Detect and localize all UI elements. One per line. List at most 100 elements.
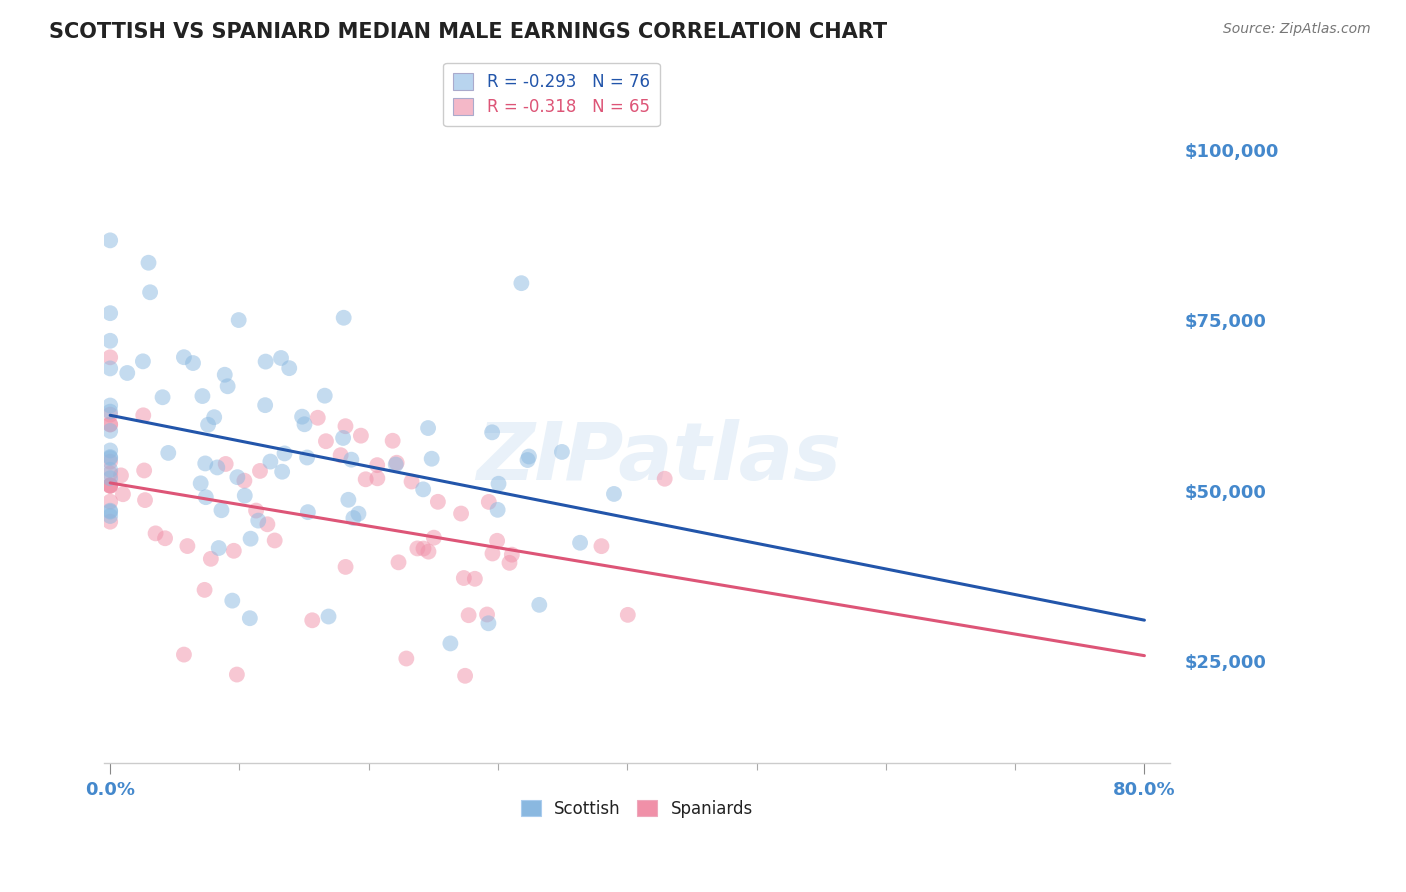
Point: [475, 607, 498, 622]
Point: [294, 417, 316, 432]
Point: [200, 551, 222, 566]
Point: [412, 541, 434, 556]
Point: [239, 611, 262, 625]
Point: [239, 532, 262, 546]
Point: [98, 443, 121, 458]
Y-axis label: Median Male Earnings: Median Male Earnings: [0, 332, 7, 500]
Point: [381, 434, 404, 448]
Point: [256, 517, 278, 532]
Point: [329, 448, 352, 462]
Point: [207, 460, 229, 475]
Point: [387, 555, 409, 569]
Text: ZIPatlas: ZIPatlas: [475, 418, 841, 497]
Point: [191, 389, 214, 403]
Point: [271, 465, 294, 479]
Point: [569, 535, 592, 549]
Point: [314, 389, 336, 403]
Point: [233, 489, 256, 503]
Point: [98, 306, 121, 320]
Point: [420, 451, 443, 466]
Point: [603, 487, 626, 501]
Point: [617, 607, 640, 622]
Point: [406, 541, 429, 556]
Point: [226, 470, 249, 484]
Point: [197, 417, 219, 432]
Point: [278, 361, 301, 376]
Point: [270, 351, 292, 365]
Point: [98, 399, 121, 413]
Point: [98, 505, 121, 519]
Point: [225, 667, 247, 681]
Point: [478, 495, 501, 509]
Point: [366, 471, 388, 485]
Legend: Scottish, Spaniards: Scottish, Spaniards: [515, 793, 759, 824]
Point: [416, 421, 439, 435]
Point: [426, 495, 449, 509]
Point: [221, 593, 243, 607]
Point: [273, 446, 295, 460]
Point: [132, 354, 155, 368]
Point: [395, 651, 418, 665]
Point: [98, 504, 121, 518]
Point: [98, 451, 121, 466]
Point: [249, 464, 271, 478]
Point: [477, 616, 499, 631]
Point: [222, 543, 245, 558]
Point: [157, 446, 180, 460]
Point: [654, 472, 676, 486]
Point: [332, 310, 354, 325]
Point: [481, 425, 503, 440]
Point: [254, 354, 277, 368]
Point: [134, 463, 156, 477]
Point: [152, 390, 174, 404]
Point: [98, 494, 121, 508]
Text: SCOTTISH VS SPANIARD MEDIAN MALE EARNINGS CORRELATION CHART: SCOTTISH VS SPANIARD MEDIAN MALE EARNING…: [49, 22, 887, 42]
Point: [145, 526, 167, 541]
Point: [464, 572, 486, 586]
Point: [138, 256, 160, 270]
Point: [439, 636, 461, 650]
Point: [98, 478, 121, 492]
Point: [98, 424, 121, 438]
Point: [301, 613, 323, 627]
Point: [529, 598, 551, 612]
Point: [501, 548, 523, 562]
Point: [98, 351, 121, 365]
Point: [193, 582, 215, 597]
Point: [194, 457, 217, 471]
Point: [111, 487, 134, 501]
Point: [385, 456, 408, 470]
Point: [98, 478, 121, 492]
Point: [295, 450, 318, 465]
Point: [457, 608, 479, 623]
Point: [337, 492, 360, 507]
Point: [208, 541, 231, 555]
Point: [98, 478, 121, 492]
Point: [98, 417, 121, 432]
Point: [517, 450, 540, 464]
Point: [132, 409, 155, 423]
Point: [245, 503, 267, 517]
Point: [481, 546, 503, 560]
Point: [510, 276, 533, 290]
Point: [153, 531, 176, 545]
Point: [173, 648, 195, 662]
Point: [318, 609, 340, 624]
Point: [259, 454, 281, 468]
Point: [486, 503, 509, 517]
Point: [215, 457, 238, 471]
Point: [335, 560, 357, 574]
Point: [401, 475, 423, 489]
Point: [98, 361, 121, 376]
Point: [297, 505, 319, 519]
Point: [217, 379, 239, 393]
Point: [315, 434, 337, 449]
Point: [354, 472, 377, 486]
Point: [110, 468, 132, 483]
Point: [214, 368, 236, 382]
Point: [98, 471, 121, 485]
Point: [117, 366, 139, 380]
Point: [98, 233, 121, 247]
Point: [412, 483, 434, 497]
Point: [350, 428, 373, 442]
